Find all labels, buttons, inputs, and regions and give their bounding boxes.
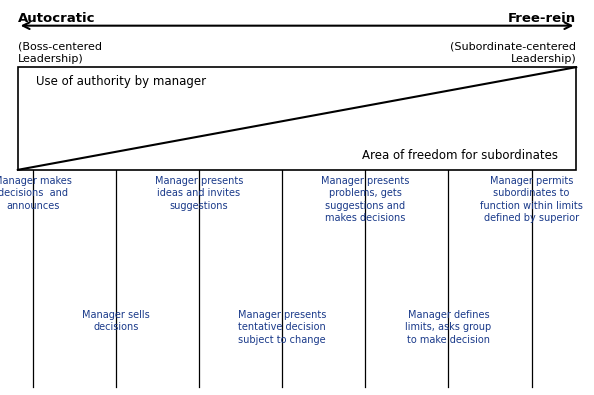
Text: Autocratic: Autocratic [18, 12, 95, 25]
Text: (Boss-centered
Leadership): (Boss-centered Leadership) [18, 41, 102, 64]
Text: Manager presents
problems, gets
suggestions and
makes decisions: Manager presents problems, gets suggesti… [321, 176, 409, 223]
Text: Manager presents
ideas and invites
suggestions: Manager presents ideas and invites sugge… [155, 176, 243, 211]
Text: Manager makes
decisions  and
announces: Manager makes decisions and announces [0, 176, 72, 211]
Text: Free-rein: Free-rein [508, 12, 576, 25]
Bar [18, 67, 576, 170]
Text: (Subordinate-centered
Leadership): (Subordinate-centered Leadership) [450, 41, 576, 64]
Text: Use of authority by manager: Use of authority by manager [36, 75, 206, 88]
Text: Manager presents
tentative decision
subject to change: Manager presents tentative decision subj… [238, 310, 326, 345]
Text: Area of freedom for subordinates: Area of freedom for subordinates [362, 149, 558, 162]
Text: Manager sells
decisions: Manager sells decisions [82, 310, 150, 333]
Text: Manager defines
limits, asks group
to make decision: Manager defines limits, asks group to ma… [405, 310, 492, 345]
Text: Manager permits
subordinates to
function within limits
defined by superior: Manager permits subordinates to function… [480, 176, 583, 223]
